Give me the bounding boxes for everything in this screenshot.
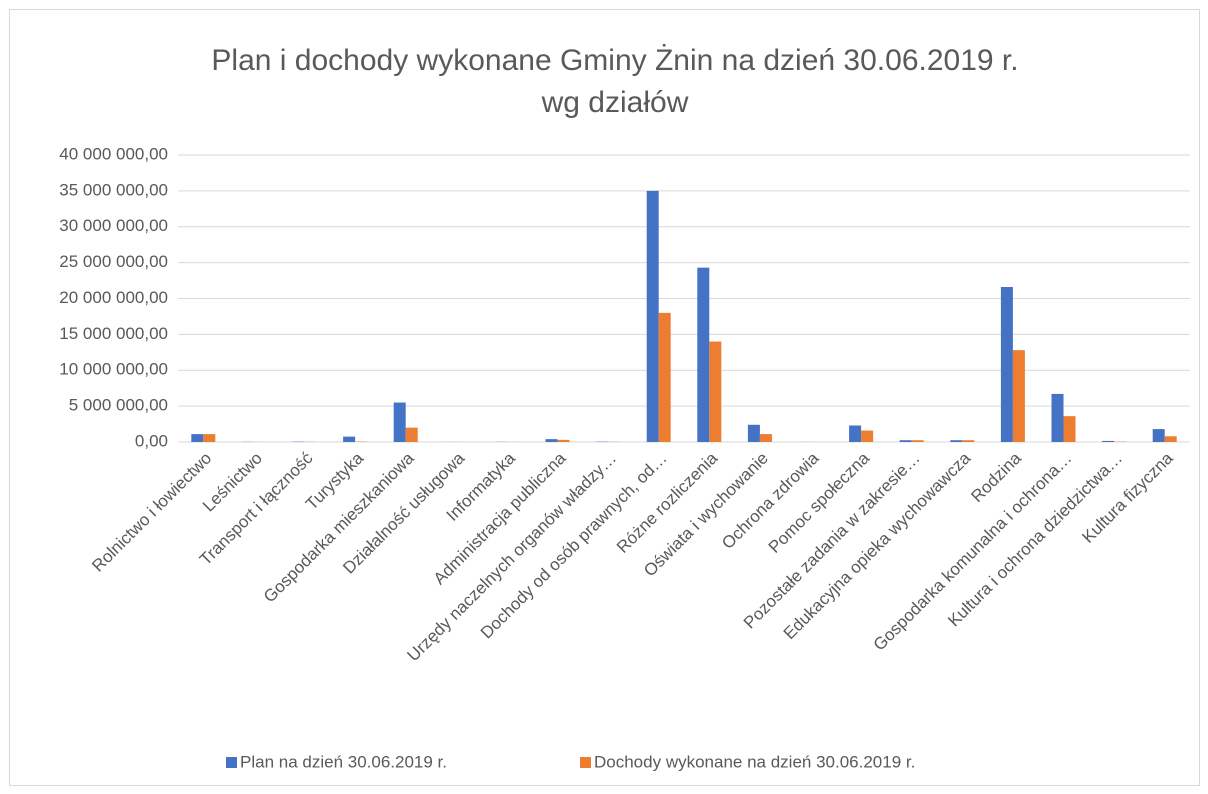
chart-title: wg działów xyxy=(541,86,689,119)
bar xyxy=(962,440,975,442)
bar xyxy=(747,424,760,442)
bar xyxy=(1012,350,1025,442)
bar xyxy=(1164,436,1177,442)
bar xyxy=(1102,440,1115,442)
y-tick-label: 10 000 000,00 xyxy=(59,360,168,379)
bar xyxy=(393,402,406,442)
bar xyxy=(759,434,772,442)
bar xyxy=(1000,287,1013,442)
y-tick-label: 25 000 000,00 xyxy=(59,252,168,271)
legend-label: Dochody wykonane na dzień 30.06.2019 r. xyxy=(594,752,915,771)
legend-swatch xyxy=(226,757,237,768)
bar xyxy=(697,267,710,442)
legend-label: Plan na dzień 30.06.2019 r. xyxy=(240,752,447,771)
bar xyxy=(646,190,659,442)
bar xyxy=(658,312,671,442)
y-tick-label: 30 000 000,00 xyxy=(59,216,168,235)
bar xyxy=(861,430,874,442)
bar xyxy=(545,439,558,442)
bar xyxy=(557,439,570,442)
y-tick-label: 20 000 000,00 xyxy=(59,288,168,307)
bar xyxy=(191,434,204,442)
bar xyxy=(1152,429,1165,442)
bar xyxy=(709,341,722,442)
bar xyxy=(343,436,356,442)
y-tick-label: 0,00 xyxy=(135,431,168,450)
y-tick-label: 35 000 000,00 xyxy=(59,180,168,199)
bar xyxy=(950,440,963,442)
bar xyxy=(911,440,924,442)
y-tick-label: 40 000 000,00 xyxy=(59,144,168,163)
bar xyxy=(1051,393,1064,442)
bar xyxy=(1063,416,1076,442)
chart-title: Plan i dochody wykonane Gminy Żnin na dz… xyxy=(211,44,1018,77)
legend-swatch xyxy=(580,757,591,768)
bar xyxy=(899,440,912,442)
bar xyxy=(849,425,862,442)
y-tick-label: 5 000 000,00 xyxy=(69,396,168,415)
bar xyxy=(203,434,216,442)
bar xyxy=(405,427,418,442)
y-tick-label: 15 000 000,00 xyxy=(59,324,168,343)
